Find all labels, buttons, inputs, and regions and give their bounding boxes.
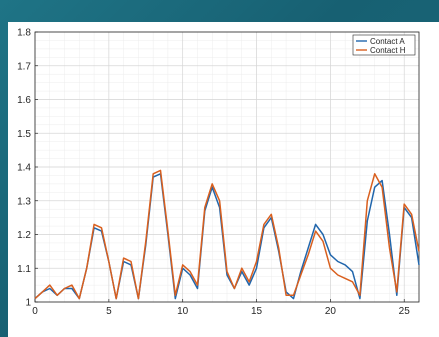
series-lines: [34, 169, 420, 300]
series-line-contact-h: [34, 169, 420, 300]
y-tick-label: 1.2: [17, 230, 31, 241]
x-tick-label: 25: [399, 306, 411, 317]
line-chart: 0 5 10 15 20 25 1 1.1 1.2 1.3 1.4 1.5 1.6 1.7 1.8 Cont…: [17, 28, 420, 318]
x-tick-label: 10: [177, 306, 189, 317]
axis-ticks: 0 5 10 15 20 25 1 1.1 1.2 1.3 1.4 1.5 1.6 1.7 1.8: [17, 28, 410, 318]
legend-box: [352, 34, 416, 56]
chart-figure: 0 5 10 15 20 25 1 1.1 1.2 1.3 1.4 1.5 1.6 1.7 1.8 Cont…: [8, 22, 439, 337]
y-tick-label: 1.4: [17, 163, 31, 174]
legend-label-contact-h: Contact H: [370, 46, 406, 55]
y-tick-label: 1.5: [17, 129, 31, 140]
legend-label-contact-a: Contact A: [370, 37, 405, 46]
y-tick-label: 1.6: [17, 95, 31, 106]
y-tick-label: 1.3: [17, 196, 31, 207]
x-tick-label: 5: [106, 306, 112, 317]
grid: [34, 31, 420, 303]
series-line-contact-a: [34, 173, 420, 300]
y-tick-label: 1.7: [17, 61, 31, 72]
legend: Contact A Contact H: [352, 34, 416, 56]
x-tick-label: 15: [251, 306, 263, 317]
x-tick-label: 20: [325, 306, 337, 317]
x-tick-label: 0: [32, 306, 38, 317]
y-tick-label: 1.8: [17, 28, 31, 39]
y-tick-label: 1: [25, 298, 31, 309]
y-tick-label: 1.1: [17, 264, 31, 275]
